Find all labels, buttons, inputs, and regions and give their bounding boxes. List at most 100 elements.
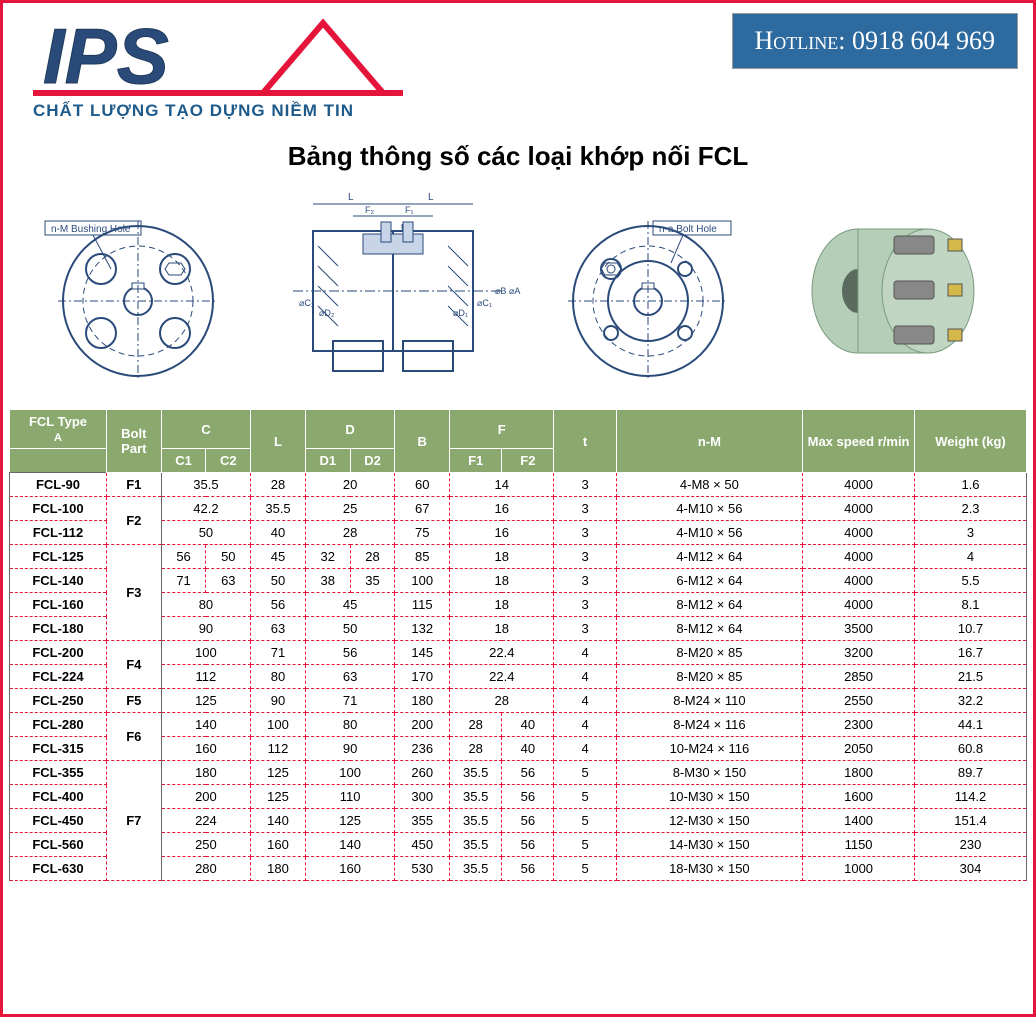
col-fcltype: FCL TypeA [10,410,107,449]
cell: FCL-112 [10,521,107,545]
cell: 18 [450,545,554,569]
cell: FCL-250 [10,689,107,713]
cell: 38 [305,569,350,593]
cell: 80 [161,593,251,617]
svg-text:F₂: F₂ [365,205,374,215]
cell: 32.2 [915,689,1027,713]
cell: 71 [305,689,395,713]
cell: FCL-125 [10,545,107,569]
col-wt: Weight (kg) [915,410,1027,473]
cell: 4000 [803,593,915,617]
col-l: L [251,410,306,473]
cell: 8-M24 × 116 [616,713,802,737]
cell: 4 [554,665,616,689]
cell: 63 [206,569,251,593]
cell: 160 [251,833,306,857]
col-spd: Max speed r/min [803,410,915,473]
cell: 56 [502,761,554,785]
spec-table-wrap: FCL TypeA Bolt Part C L D B F t n-M Max … [3,409,1033,881]
diagrams-row: n-M Bushing Hole L L F₂ F₁ [3,186,1033,391]
cell: 4 [554,737,616,761]
table-row: FCL-100F242.235.525671634-M10 × 5640002.… [10,497,1027,521]
cell: 14 [450,473,554,497]
cell: 22.4 [450,641,554,665]
header: IPS CHẤT LƯỢNG TẠO DỰNG NIỀM TIN Hotline… [3,3,1033,123]
cell: F7 [106,761,161,881]
cell: 16 [450,521,554,545]
cell: 50 [305,617,395,641]
cell: 56 [305,641,395,665]
cell: 12-M30 × 150 [616,809,802,833]
cell: 50 [251,569,306,593]
cell: 4 [554,689,616,713]
cell: 2300 [803,713,915,737]
svg-text:⌀C₂: ⌀C₂ [299,298,315,308]
cell: F2 [106,497,161,545]
col-f1: F1 [450,449,502,473]
cell: 56 [502,833,554,857]
cell: 100 [251,713,306,737]
col-c1: C1 [161,449,206,473]
cell: FCL-224 [10,665,107,689]
cell: 5.5 [915,569,1027,593]
cell: 90 [251,689,306,713]
cell: 8-M24 × 110 [616,689,802,713]
col-c: C [161,410,251,449]
cell: 160 [305,857,395,881]
cell: 3 [554,545,616,569]
cell: 56 [161,545,206,569]
cell: 115 [395,593,450,617]
cell: 6-M12 × 64 [616,569,802,593]
cell: 145 [395,641,450,665]
cell: 5 [554,809,616,833]
cell: 8.1 [915,593,1027,617]
cell: 180 [251,857,306,881]
cell: 355 [395,809,450,833]
document-container: IPS CHẤT LƯỢNG TẠO DỰNG NIỀM TIN Hotline… [0,0,1036,1017]
cell: 1000 [803,857,915,881]
cell: 8-M30 × 150 [616,761,802,785]
cell: 140 [251,809,306,833]
cell: 32 [305,545,350,569]
cell: 3200 [803,641,915,665]
svg-text:L: L [348,192,354,203]
cell: 450 [395,833,450,857]
svg-text:⌀A: ⌀A [509,286,520,296]
cell: 18-M30 × 150 [616,857,802,881]
cell: 56 [502,785,554,809]
svg-text:⌀B: ⌀B [495,286,506,296]
cell: 90 [161,617,251,641]
cell: 8-M12 × 64 [616,593,802,617]
cell: 125 [251,761,306,785]
col-bolt: Bolt Part [106,410,161,473]
cell: FCL-355 [10,761,107,785]
cell: 16 [450,497,554,521]
table-row: FCL-90F135.52820601434-M8 × 5040001.6 [10,473,1027,497]
cell: 4-M10 × 56 [616,497,802,521]
table-row: FCL-224112806317022.448-M20 × 85285021.5 [10,665,1027,689]
cell: 5 [554,785,616,809]
cell: 132 [395,617,450,641]
cell: FCL-400 [10,785,107,809]
cell: 35.5 [450,785,502,809]
cell: FCL-450 [10,809,107,833]
cell: 21.5 [915,665,1027,689]
table-row: FCL-200F4100715614522.448-M20 × 85320016… [10,641,1027,665]
bushing-hole-label: n-M Bushing Hole [51,224,131,235]
cell: 80 [251,665,306,689]
cell: 18 [450,569,554,593]
cell: FCL-90 [10,473,107,497]
table-header: FCL TypeA Bolt Part C L D B F t n-M Max … [10,410,1027,473]
cell: 1800 [803,761,915,785]
cell: 63 [251,617,306,641]
cell: 60 [395,473,450,497]
cell: 50 [161,521,251,545]
col-d1: D1 [305,449,350,473]
cell: 5 [554,833,616,857]
cell: 3 [554,593,616,617]
cell: 3 [554,473,616,497]
table-row: FCL-14071635038351001836-M12 × 6440005.5 [10,569,1027,593]
cell: 35.5 [450,857,502,881]
cell: FCL-100 [10,497,107,521]
cell: 4-M10 × 56 [616,521,802,545]
